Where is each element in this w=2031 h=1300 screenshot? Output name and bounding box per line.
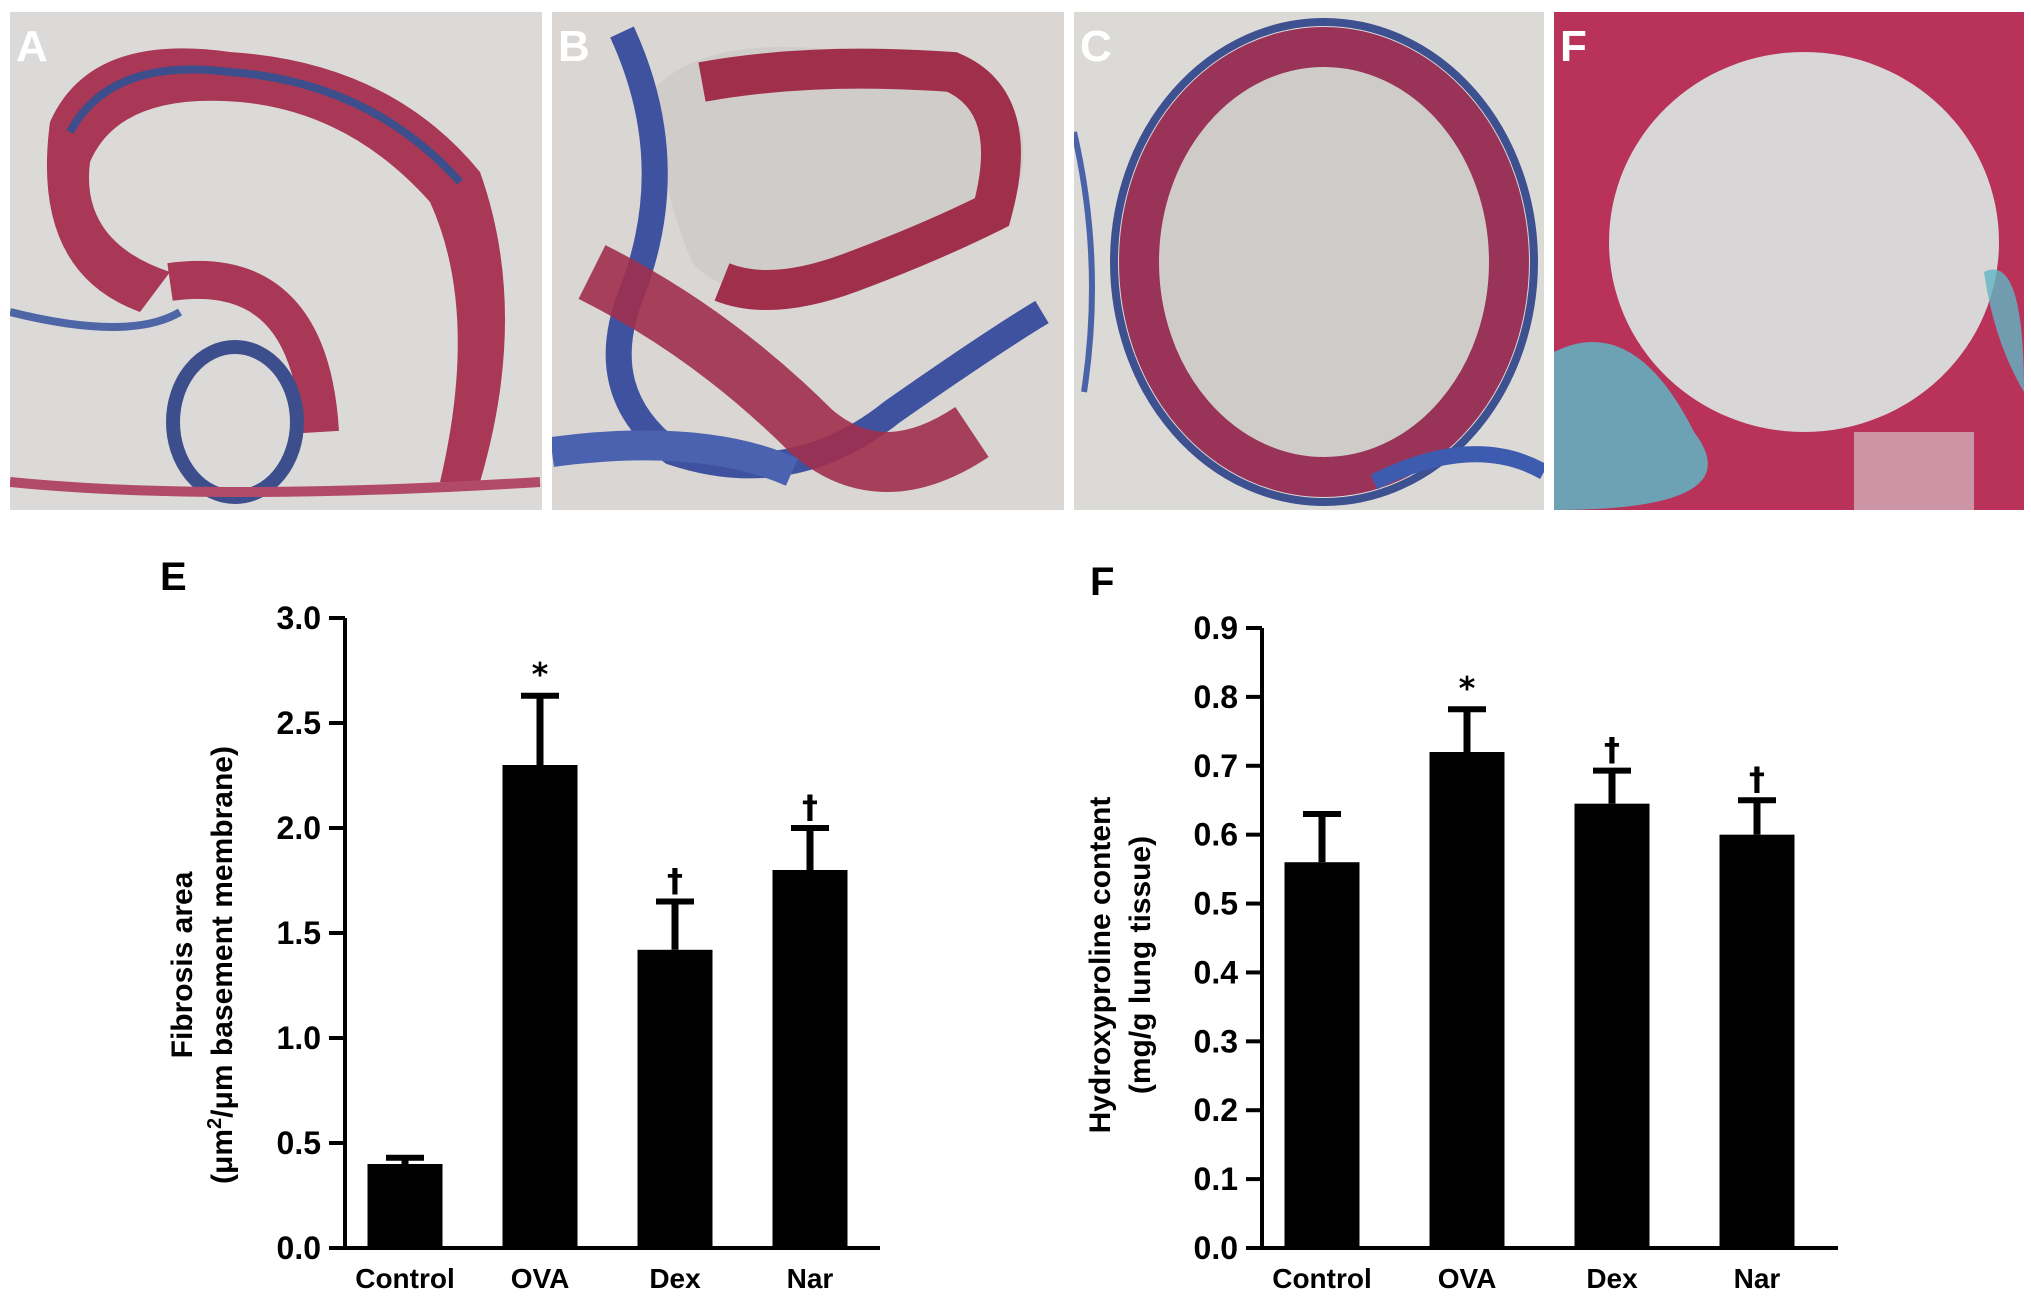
micrograph-c-label: C	[1080, 22, 1112, 71]
chart-e-category-label: Nar	[787, 1263, 834, 1294]
chart-f-significance-ova: *	[1459, 669, 1476, 707]
chart-e-category-label: Dex	[649, 1263, 701, 1294]
micrograph-f: F	[1554, 12, 2024, 510]
chart-e-ytick-label: 2.0	[277, 810, 321, 846]
chart-e-ylabel-line1: Fibrosis area	[166, 871, 199, 1058]
chart-f-ytick-label: 0.7	[1194, 748, 1238, 784]
micrograph-b-label: B	[558, 22, 590, 71]
chart-f-ytick-label: 0.6	[1194, 817, 1238, 853]
chart-e-significance-ova: *	[532, 656, 549, 694]
chart-e-bar-nar	[772, 870, 848, 1248]
chart-f-ytick-label: 0.0	[1194, 1230, 1238, 1266]
chart-e-bar-control	[367, 1164, 443, 1248]
micrograph-c: C	[1074, 12, 1544, 510]
chart-f-category-label: OVA	[1438, 1263, 1497, 1294]
chart-f-bar-nar	[1719, 834, 1795, 1248]
chart-f-category-label: Control	[1272, 1263, 1372, 1294]
chart-f-ytick-label: 0.3	[1194, 1023, 1238, 1059]
chart-f-ylabel-line1: Hydroxyproline content	[1084, 797, 1117, 1134]
chart-f-ylabel-line2: (mg/g lung tissue)	[1124, 836, 1157, 1094]
chart-f-ytick-label: 0.9	[1194, 610, 1238, 646]
chart-e-panel-letter: E	[160, 555, 187, 599]
chart-f-ytick-label: 0.8	[1194, 679, 1238, 715]
chart-e-bar-dex	[637, 949, 713, 1248]
chart-f-category-label: Dex	[1586, 1263, 1638, 1294]
micrograph-f-image	[1554, 12, 2024, 510]
chart-f-bar-control	[1284, 862, 1360, 1248]
chart-f-ytick-label: 0.5	[1194, 886, 1238, 922]
chart-e-ytick-label: 2.5	[277, 705, 321, 741]
chart-f-ytick-label: 0.4	[1194, 954, 1239, 990]
chart-e-significance-nar: †	[802, 788, 818, 826]
chart-e-ytick-label: 3.0	[277, 600, 321, 636]
chart-f-significance-dex: †	[1604, 731, 1620, 769]
chart-f-panel-letter: F	[1090, 560, 1114, 604]
chart-e-significance-dex: †	[667, 862, 683, 900]
chart-f-ytick-label: 0.2	[1194, 1092, 1238, 1128]
chart-e-category-label: OVA	[511, 1263, 570, 1294]
chart-e-ytick-label: 0.0	[277, 1230, 321, 1266]
chart-f-significance-nar: †	[1749, 760, 1765, 798]
micrograph-b: B	[552, 12, 1064, 510]
micrograph-a-image	[10, 12, 542, 510]
micrograph-a: A	[10, 12, 542, 510]
chart-e-ytick-label: 0.5	[277, 1125, 321, 1161]
chart-e: E Fibrosis area (μm2/μm basement membran…	[160, 555, 880, 1294]
chart-f-category-label: Nar	[1734, 1263, 1781, 1294]
micrograph-a-label: A	[16, 22, 48, 71]
chart-f-bar-dex	[1574, 803, 1650, 1248]
chart-e-ylabel-line2: (μm2/μm basement membrane)	[204, 746, 239, 1184]
chart-e-ytick-label: 1.0	[277, 1020, 321, 1056]
chart-e-ytick-label: 1.5	[277, 915, 321, 951]
chart-e-category-label: Control	[355, 1263, 455, 1294]
micrograph-c-image	[1074, 12, 1544, 510]
chart-e-bar-ova	[502, 765, 578, 1248]
charts-figure: E Fibrosis area (μm2/μm basement membran…	[160, 555, 1838, 1294]
micrograph-f-label: F	[1560, 22, 1587, 71]
micrograph-b-image	[552, 12, 1064, 510]
chart-f-ytick-label: 0.1	[1194, 1161, 1238, 1197]
chart-f: F Hydroxyproline content (mg/g lung tiss…	[1084, 560, 1838, 1294]
chart-f-bar-ova	[1429, 752, 1505, 1248]
